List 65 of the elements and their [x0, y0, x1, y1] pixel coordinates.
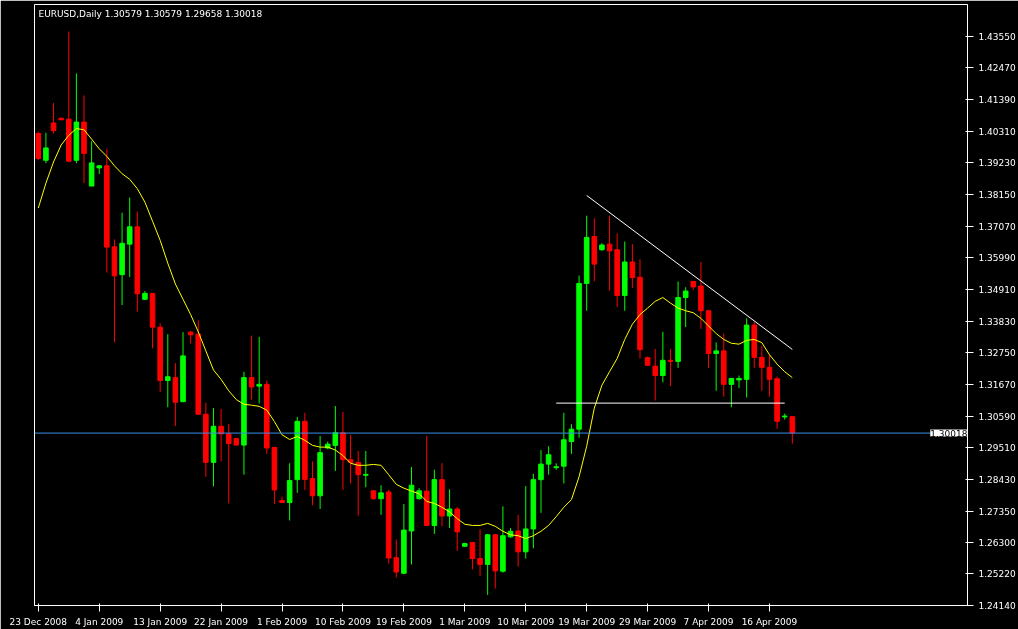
x-tick-label: 4 Jan 2009: [75, 616, 124, 627]
y-tick-label: 1.30590: [978, 411, 1016, 422]
x-tick-label: 7 Apr 2009: [683, 616, 734, 627]
x-tick-label: 1 Feb 2009: [256, 616, 308, 627]
y-tick-label: 1.34910: [978, 285, 1016, 296]
candlestick: [515, 514, 521, 567]
candlestick: [43, 132, 49, 164]
x-tick-label: 1 Mar 2009: [439, 616, 491, 627]
candlestick: [355, 450, 361, 517]
x-tick-label: 29 Mar 2009: [619, 616, 677, 627]
y-tick-label: 1.40310: [978, 126, 1016, 137]
y-tick-label: 1.33830: [978, 316, 1016, 327]
candlestick: [50, 102, 57, 135]
y-tick-label: 1.41390: [978, 95, 1016, 106]
x-tick-label: 22 Jan 2009: [194, 616, 249, 627]
candlestick: [393, 539, 400, 579]
candlestick: [606, 215, 613, 292]
candlestick: [454, 506, 460, 552]
y-tick-label: 1.32750: [978, 348, 1016, 359]
x-tick-label: 10 Mar 2009: [497, 616, 555, 627]
y-tick-label: 1.29510: [978, 443, 1016, 454]
y-tick-label: 1.25220: [978, 569, 1016, 580]
y-tick-label: 1.27350: [978, 506, 1016, 517]
y-tick-label: 1.43550: [978, 31, 1016, 42]
ref-line-label: 1.30018: [930, 428, 968, 439]
candlestick: [469, 541, 476, 570]
y-tick-label: 1.38150: [978, 190, 1016, 201]
candlestick: [789, 416, 796, 445]
candlestick: [660, 331, 666, 383]
x-tick-label: 10 Feb 2009: [314, 616, 372, 627]
chart-title: EURUSD,Daily 1.30579 1.30579 1.29658 1.30018: [38, 8, 263, 19]
candlestick: [256, 336, 262, 404]
x-tick-label: 13 Jan 2009: [133, 616, 188, 627]
candlestick: [165, 333, 171, 408]
y-tick-label: 1.35990: [978, 253, 1016, 264]
candlestick: [279, 496, 285, 504]
x-tick-label: 19 Feb 2009: [375, 616, 433, 627]
x-tick-label: 19 Mar 2009: [558, 616, 616, 627]
y-tick-label: 1.26300: [978, 537, 1016, 548]
y-tick-label: 1.31670: [978, 380, 1016, 391]
candlestick: [477, 528, 483, 577]
y-tick-label: 1.24140: [978, 601, 1016, 611]
candlestick: [545, 445, 552, 476]
candlestick: [652, 348, 659, 401]
x-tick-label: 23 Dec 2008: [9, 616, 68, 627]
y-tick-label: 1.39230: [978, 158, 1016, 169]
x-tick-label: 16 Apr 2009: [741, 616, 798, 627]
y-tick-label: 1.37070: [978, 221, 1016, 232]
candlestick: [522, 485, 529, 560]
candlestick: [286, 462, 293, 521]
candlestick: [248, 335, 255, 401]
candlestick: [766, 354, 773, 398]
candlestick: [363, 450, 369, 488]
candlestick: [736, 375, 742, 389]
y-tick-label: 1.28430: [978, 475, 1016, 486]
candlestick: [728, 377, 735, 408]
candlestick: [713, 341, 719, 392]
candlestick: [667, 348, 674, 387]
y-tick-label: 1.42470: [978, 63, 1016, 74]
candlestick: [378, 484, 384, 516]
candlestick: [629, 243, 636, 289]
candlestick: [126, 197, 133, 278]
candlestick: [682, 286, 689, 328]
candlestick: [538, 449, 544, 514]
candlestick: [759, 345, 765, 392]
